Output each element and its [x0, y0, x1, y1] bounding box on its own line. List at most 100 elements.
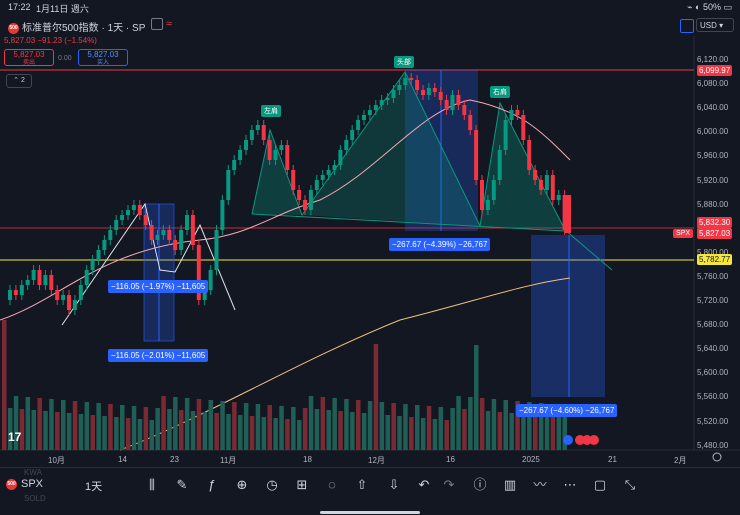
measure-label-4[interactable]: −267.67 (−4.60%) −26,767 [516, 404, 618, 417]
price-chart[interactable] [0, 0, 740, 467]
currency-label: USD [700, 21, 717, 30]
chart-type-icon[interactable] [151, 18, 163, 30]
measure-label-3[interactable]: −267.67 (−4.39%) −26,767 [389, 238, 491, 251]
time-tick: 10月 [48, 456, 65, 465]
indicator-fx-icon[interactable]: ƒ [208, 477, 216, 492]
candle [515, 110, 520, 115]
idea-bulb-icon[interactable]: ◌ [328, 477, 336, 492]
candle-style-icon[interactable]: ⫼ [149, 477, 155, 492]
layout-grid-icon[interactable]: ⊞ [296, 477, 308, 492]
volume-bar [273, 418, 278, 450]
candle [261, 125, 266, 140]
candle [409, 78, 414, 80]
volume-bar [509, 413, 514, 450]
buy-button[interactable]: 5,827.03 买入 [78, 49, 128, 66]
undo-icon[interactable]: ↶ [418, 477, 430, 492]
candle [249, 130, 254, 140]
alert-clock-icon[interactable]: ◷ [266, 477, 278, 492]
axis-settings-icon [712, 452, 722, 462]
more-icon[interactable]: ⋯ [563, 477, 577, 492]
volume-bar [13, 396, 19, 450]
candles-group [8, 73, 567, 315]
draw-icon[interactable]: ✎ [176, 477, 188, 492]
volume-bar [19, 409, 25, 450]
candle [362, 115, 366, 120]
last-price-badge: 5,827.03 [697, 228, 733, 239]
volume-bar [420, 418, 426, 450]
volume-bar [155, 408, 160, 450]
candle [385, 98, 390, 100]
volume-bar [550, 404, 556, 450]
volume-bar [161, 396, 166, 450]
indicators-count: 2 [20, 77, 25, 84]
candle [167, 230, 172, 240]
candle [503, 120, 508, 150]
candle [84, 270, 89, 285]
candle [544, 175, 549, 190]
volume-bar [114, 417, 119, 450]
tradingview-logo[interactable]: 17 [8, 430, 22, 444]
quote-change: −91.23 (−1.54%) [37, 36, 97, 45]
pattern-outline [251, 71, 613, 271]
candle [391, 90, 396, 98]
interval-select[interactable]: 1天 [85, 481, 103, 493]
volume-bar [308, 396, 314, 450]
volume-bar [432, 419, 438, 450]
price-tick: 5,880.00 [697, 199, 729, 209]
volume-bar [468, 397, 473, 450]
fullscreen-icon[interactable]: ⤡ [624, 477, 636, 492]
redo-icon[interactable]: ↷ [443, 477, 455, 492]
candle [297, 190, 302, 200]
bottom-symbol[interactable]: 500 SPX [6, 478, 43, 490]
measure-box-3 [531, 235, 605, 397]
time-tick: 16 [446, 455, 455, 464]
volume-bar [179, 410, 184, 450]
measure-label-2[interactable]: −116.05 (−2.01%) −11,605 [108, 349, 209, 362]
ma-short [0, 99, 571, 321]
candle [397, 85, 402, 90]
volume-bar [96, 403, 101, 450]
volume-bar [102, 416, 107, 450]
status-battery: ⌁ ◐ 50% ▭ [687, 2, 732, 12]
sell-button[interactable]: 5,827.03 卖出 [4, 49, 54, 66]
price-tick: 5,760.00 [697, 271, 729, 281]
bar-chart-icon[interactable]: ▥ [503, 477, 517, 492]
candle [267, 140, 272, 160]
candle [214, 230, 219, 270]
candle [8, 290, 12, 300]
symbol-title[interactable]: 500 标准普尔500指数 · 1天 · SP [8, 19, 145, 34]
candle [279, 145, 284, 150]
download-icon[interactable]: ⇩ [388, 477, 400, 492]
event-icon-2 [575, 435, 585, 445]
volume-bar [562, 405, 567, 450]
candle [143, 215, 148, 225]
trend-icon[interactable]: 〰 [533, 477, 547, 492]
currency-select[interactable]: USD ▾ [696, 18, 734, 32]
volume-bar [344, 399, 349, 450]
indicators-toggle[interactable]: ⌃ 2 [6, 74, 32, 88]
volume-bar [196, 399, 202, 450]
volume-bar [66, 413, 72, 450]
price-tick: 5,680.00 [697, 320, 729, 330]
candle [450, 95, 455, 110]
add-icon[interactable]: ⊕ [236, 477, 248, 492]
price-tick: 5,920.00 [697, 175, 729, 185]
share-icon[interactable]: ⇧ [356, 477, 368, 492]
support-badge: 5,782.77 [697, 254, 733, 265]
time-tick: 21 [608, 455, 617, 464]
candle [356, 120, 361, 130]
status-time: 17:22 [8, 2, 31, 12]
candle [509, 110, 514, 120]
layout-icon[interactable] [680, 19, 694, 33]
neckline [251, 213, 566, 232]
volume-bar [479, 398, 485, 450]
event-icon-1 [563, 435, 573, 445]
volume-bar [444, 420, 449, 450]
measure-label-1[interactable]: −116.05 (−1.97%) −11,605 [108, 280, 209, 293]
volume-bar [397, 416, 402, 450]
square-icon[interactable]: ▢ [593, 477, 607, 492]
time-tick: 2025 [522, 455, 540, 464]
volume-bar [37, 398, 42, 450]
compare-icon[interactable]: ≈ [166, 18, 173, 30]
info-icon[interactable]: ⓘ [473, 477, 487, 492]
